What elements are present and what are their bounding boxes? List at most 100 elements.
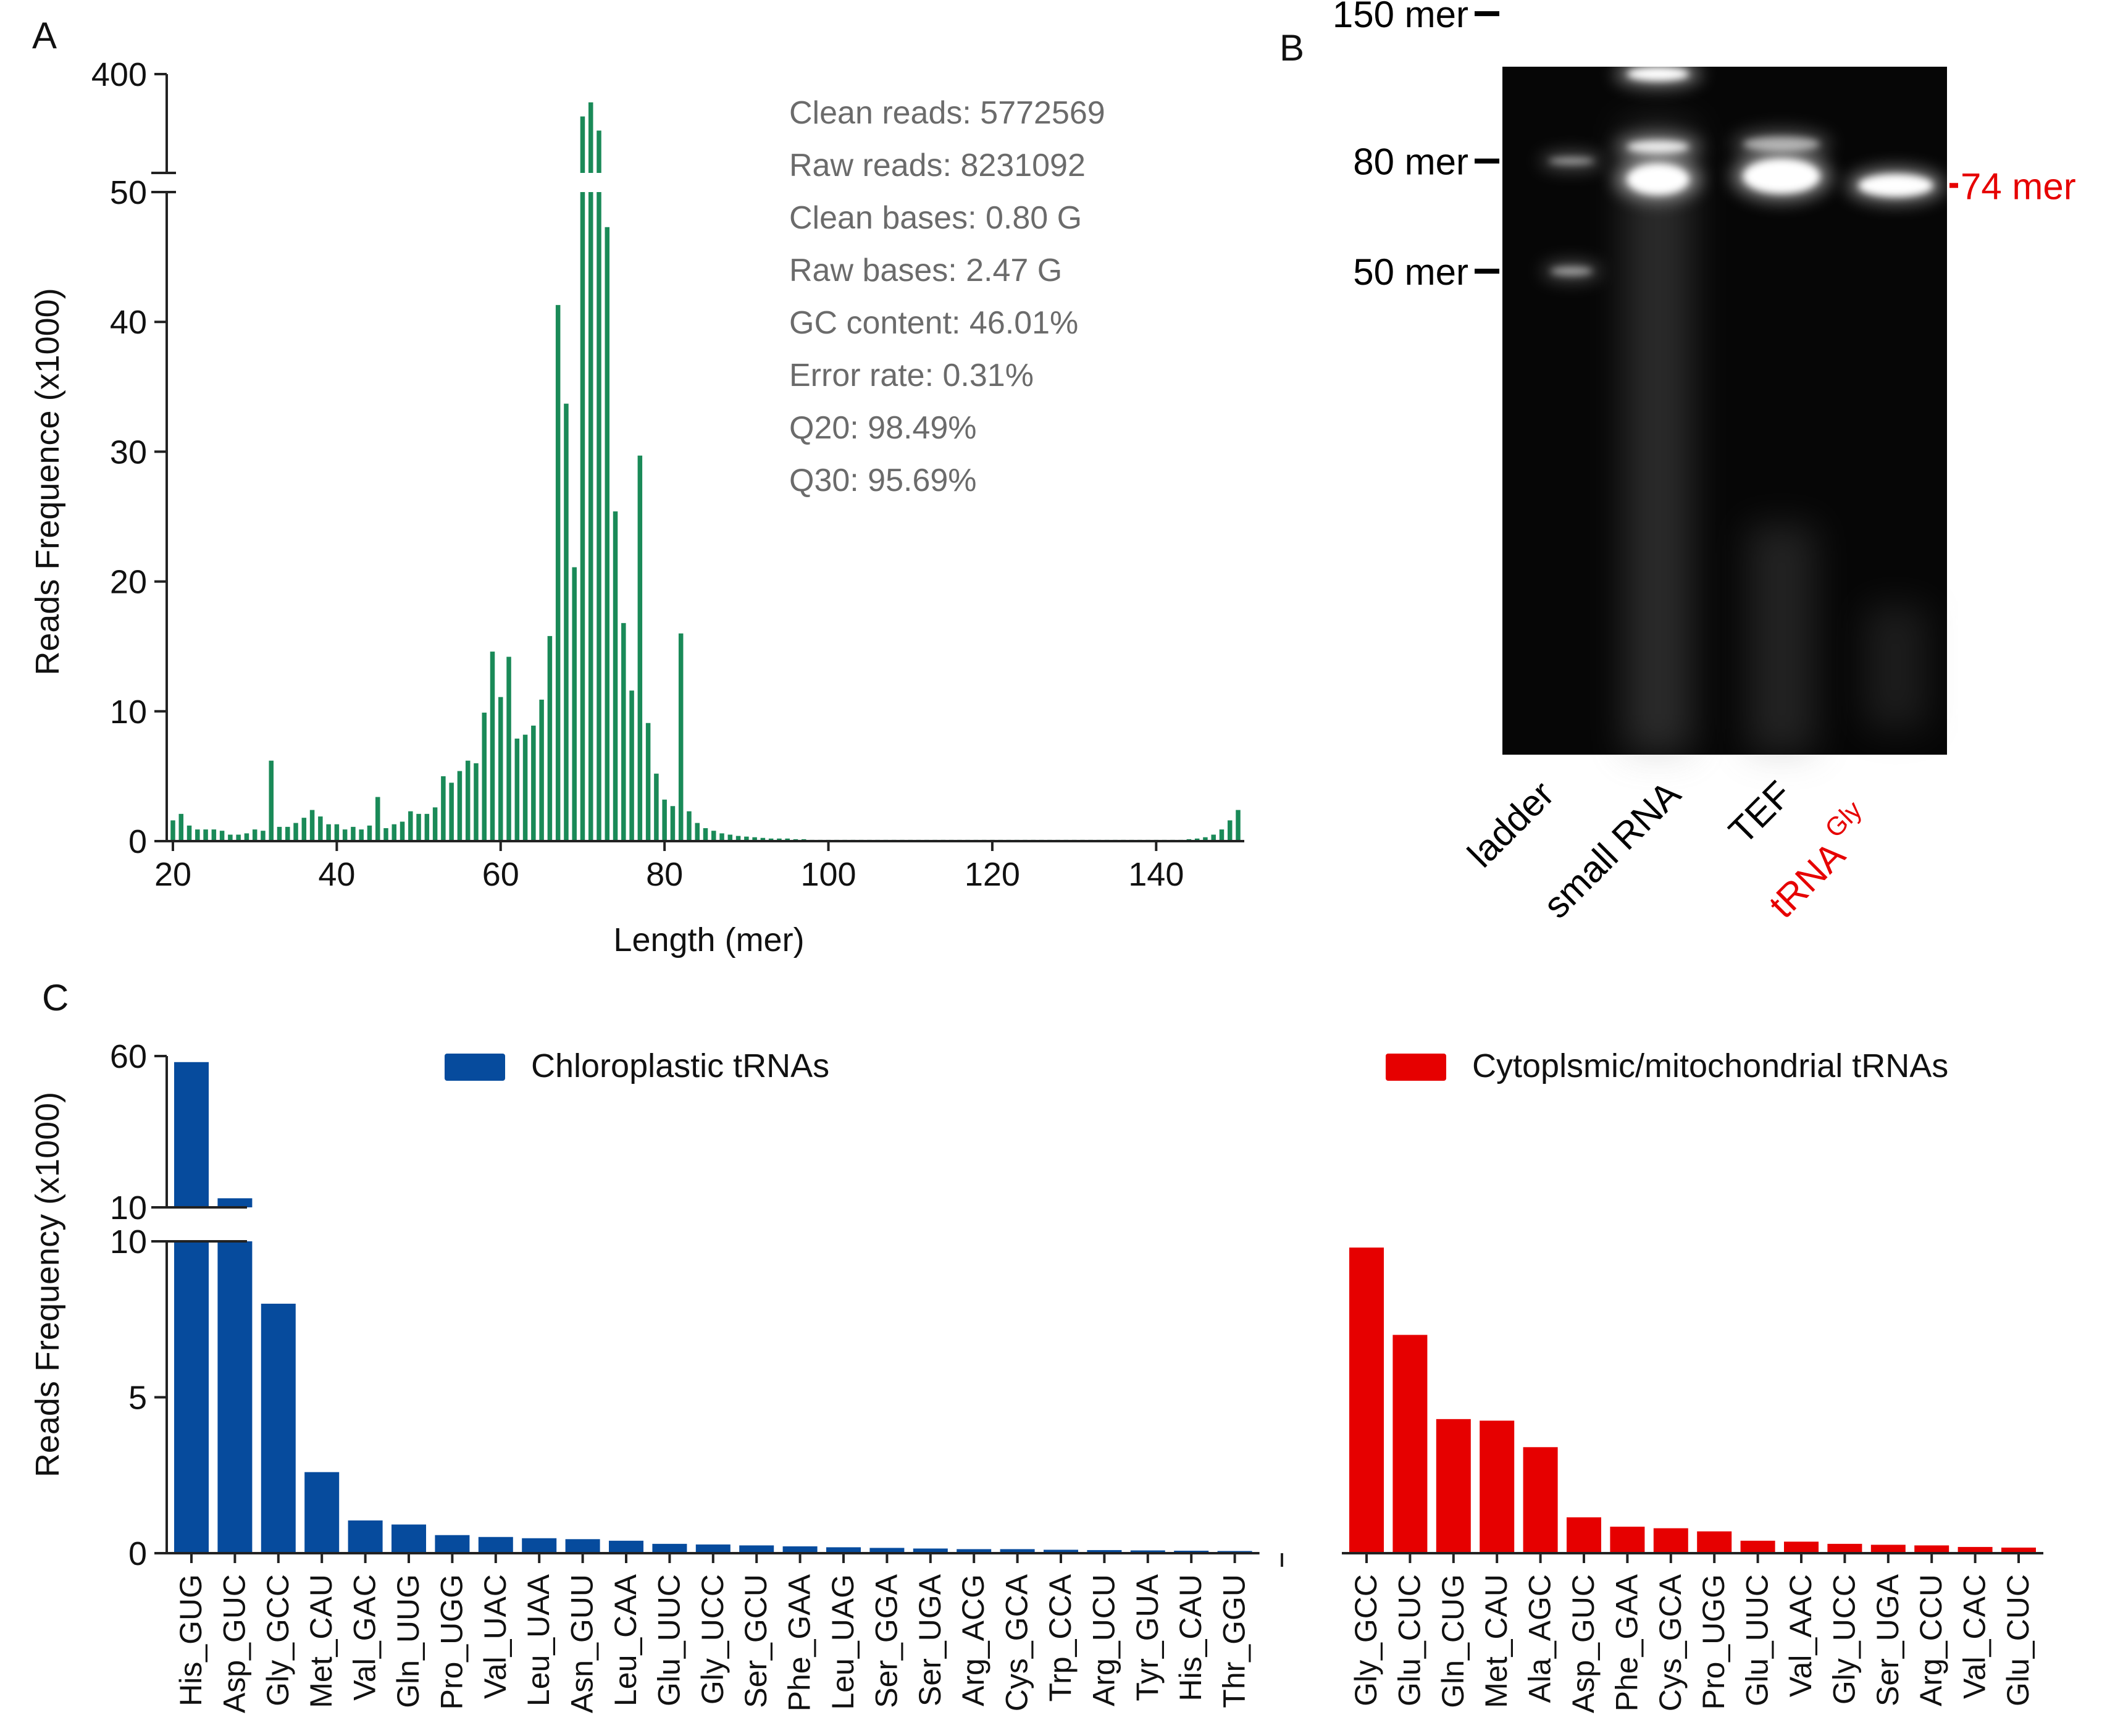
bar-length-60 — [498, 697, 503, 841]
bar-length-24 — [203, 829, 208, 841]
bar-Ser_GGA — [869, 1548, 905, 1553]
bar-Pro_UGG — [435, 1535, 470, 1553]
panel-c-category-label: Glu_CUC — [1392, 1574, 1426, 1706]
panel-a-stat-line: Error rate: 0.31% — [789, 358, 1034, 393]
gel-smear-trna — [1865, 605, 1927, 729]
gel-lane-label-superscript: Gly — [1819, 795, 1867, 844]
panel-c-category-label: Met_CAU — [304, 1574, 338, 1708]
bar-length-71-upper — [588, 102, 593, 173]
gel-target-label: 74 mer — [1961, 166, 2076, 207]
panel-c-category-label: Met_CAU — [1479, 1574, 1514, 1708]
bar-length-95 — [785, 838, 790, 841]
bar-length-68 — [564, 403, 569, 841]
bar-length-57 — [474, 763, 479, 841]
panel-c-category-label: Asn_GUU — [565, 1574, 600, 1713]
panel-a: 20 40 60 80 100 120 140 0 10 20 30 40 50 400 Clean re… — [29, 56, 1244, 958]
panel-label-c: C — [42, 977, 69, 1018]
panel-a-bars — [170, 102, 1241, 841]
panel-c-y-tick-label: 0 — [128, 1535, 147, 1572]
panel-a-x-tick-label: 60 — [482, 856, 519, 893]
gel-marker-label: 150 mer — [1333, 0, 1468, 35]
bar-Ala_AGC — [1523, 1447, 1558, 1553]
panel-label-b: B — [1279, 27, 1304, 69]
bar-His_GUG-upper — [174, 1062, 209, 1207]
bar-length-89 — [735, 836, 741, 841]
bar-length-150 — [1236, 810, 1241, 841]
bar-length-66 — [547, 635, 553, 841]
panel-c-category-label: Ser_GGA — [869, 1574, 903, 1708]
panel-a-x-tick-label: 40 — [318, 856, 355, 893]
panel-c-category-label: Val_GAC — [348, 1574, 382, 1701]
panel-c-category-label: Phe_GAA — [782, 1574, 817, 1711]
bar-length-149 — [1227, 820, 1233, 841]
bar-Arg_ACG — [957, 1549, 992, 1553]
bar-Glu_UUC — [652, 1543, 687, 1553]
panel-a-stat-line: Clean reads: 5772569 — [789, 95, 1105, 131]
bar-Gln_CUG — [1436, 1419, 1471, 1553]
bar-length-87 — [719, 833, 724, 841]
bar-Arg_UCU — [1087, 1549, 1122, 1553]
bar-length-94 — [777, 838, 782, 841]
panel-c-category-label: Gly_UCC — [1827, 1574, 1861, 1705]
gel-lane-label: TEF — [1721, 773, 1800, 852]
bar-length-79 — [654, 773, 659, 841]
gel-band-ladder — [1544, 9, 1599, 19]
panel-c-category-label: Glu_UUC — [651, 1574, 686, 1706]
bar-length-93 — [768, 838, 774, 841]
legend-label: Cytoplsmic/mitochondrial tRNAs — [1472, 1047, 1948, 1084]
bar-length-26 — [219, 831, 225, 841]
gel-smear-tef — [1748, 525, 1815, 753]
bar-length-37 — [309, 810, 315, 841]
panel-c-category-label: His_CAU — [1173, 1574, 1208, 1701]
bar-length-49 — [408, 811, 413, 841]
panel-c-category-label: Cys_GCA — [1000, 1574, 1034, 1711]
panel-c-category-label: Glu_UUC — [1740, 1574, 1775, 1706]
panel-c-category-label: His_GUG — [174, 1574, 208, 1706]
panel-c-category-label: Gly_UCC — [695, 1574, 730, 1705]
bar-length-77 — [637, 455, 643, 841]
bar-length-42 — [351, 826, 356, 841]
panel-a-x-label: Length (mer) — [613, 921, 804, 958]
panel-c-axis-break-gap — [148, 1209, 426, 1239]
bar-length-61 — [506, 656, 511, 841]
bar-Trp_CCA — [1044, 1549, 1078, 1553]
bar-length-69 — [572, 567, 577, 841]
panel-c-category-label: Phe_GAA — [1609, 1574, 1644, 1711]
bar-length-58 — [482, 712, 487, 841]
bar-length-90 — [744, 836, 749, 841]
panel-c-category-label: Glu_CUC — [2001, 1574, 2035, 1706]
panel-c-category-label: Arg_CCU — [1914, 1574, 1948, 1706]
bar-Ser_UGA — [1870, 1545, 1906, 1553]
bar-length-34 — [285, 826, 290, 841]
bar-Phe_GAA — [782, 1546, 818, 1553]
bar-length-92 — [760, 837, 766, 841]
panel-a-x-tick-label: 80 — [646, 856, 683, 893]
bar-length-63 — [522, 734, 528, 841]
bar-length-148 — [1219, 829, 1225, 841]
bar-length-72-upper — [597, 130, 601, 173]
bar-length-32 — [269, 760, 274, 841]
bar-length-23 — [195, 829, 200, 841]
panel-c-category-label: Ser_UGA — [1870, 1574, 1905, 1706]
gel-marker-label: 80 mer — [1353, 141, 1468, 183]
bar-length-146 — [1203, 837, 1208, 841]
gel-band-ladder — [1549, 157, 1594, 164]
bar-length-72 — [597, 192, 601, 841]
gel-band-small-rna — [1627, 164, 1689, 195]
gel-band-tef — [1743, 136, 1820, 152]
panel-c-category-label: Ser_GCU — [739, 1574, 773, 1708]
bar-length-83 — [687, 811, 692, 841]
bar-length-48 — [400, 821, 405, 841]
bar-length-46 — [383, 828, 388, 841]
panel-a-y-tick-label: 30 — [110, 434, 147, 471]
panel-c-category-label: Gln_UUG — [391, 1574, 425, 1708]
bar-Asp_GUC — [1567, 1517, 1601, 1553]
panel-a-x-tick-label: 20 — [154, 856, 191, 893]
panel-c: His_GUG Asp_GUC Gly_GCC Met_CAU Val_GAC Gln_U… — [29, 1038, 2043, 1713]
bar-length-71 — [588, 192, 593, 841]
panel-a-y-tick-label: 0 — [128, 823, 147, 860]
bar-Glu_UUC — [1740, 1540, 1775, 1553]
panel-a-y-tick-label: 20 — [110, 564, 147, 601]
